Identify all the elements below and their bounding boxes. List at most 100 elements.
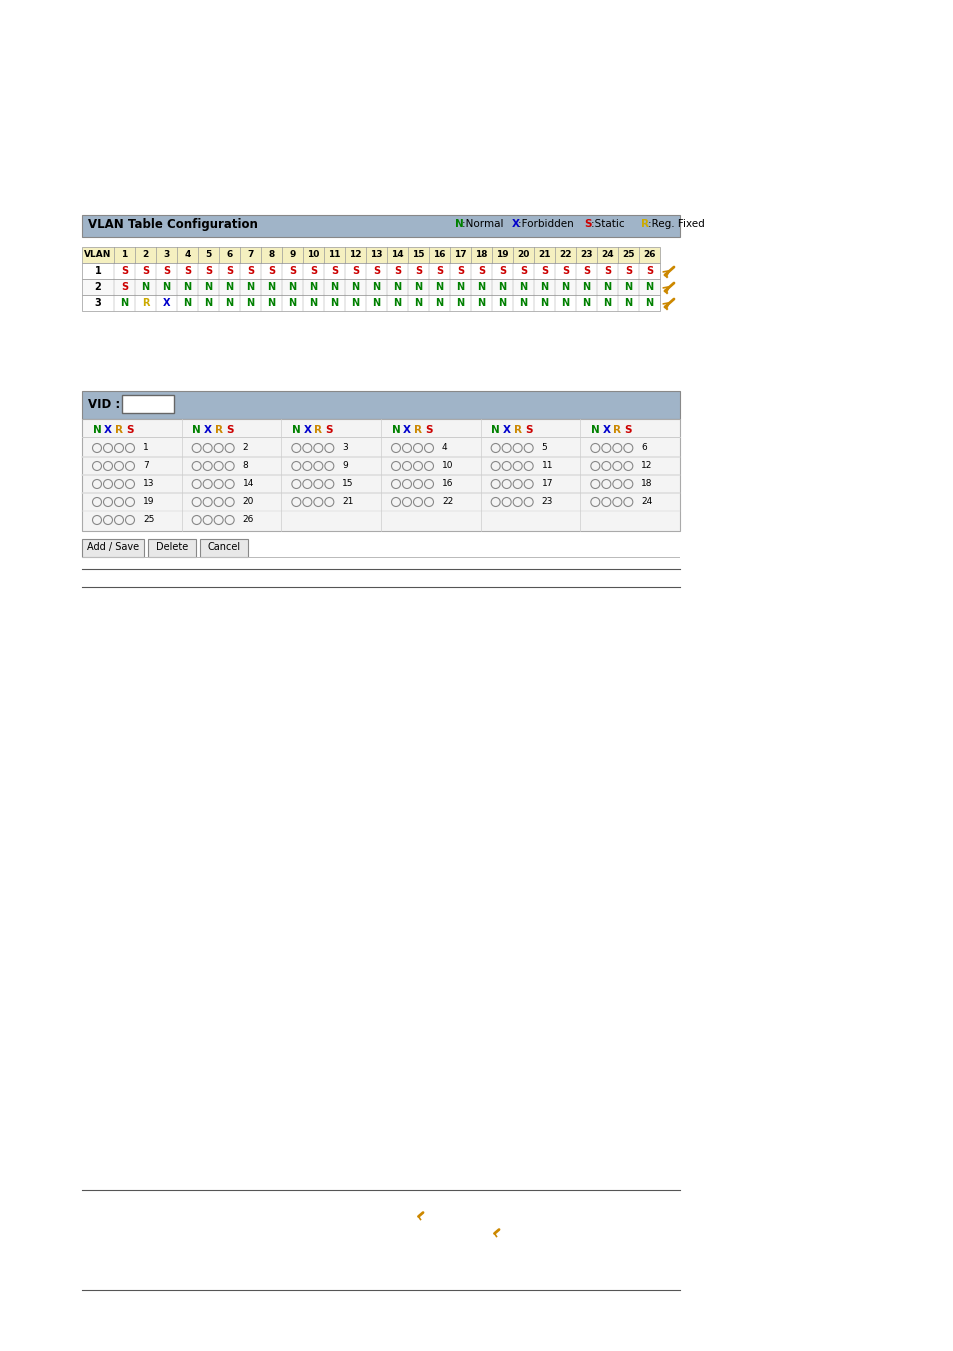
Text: N: N xyxy=(561,299,569,308)
Text: 19: 19 xyxy=(143,497,154,507)
Text: S: S xyxy=(142,266,149,276)
Text: 14: 14 xyxy=(391,250,403,259)
Bar xyxy=(200,539,248,557)
Text: S: S xyxy=(645,266,653,276)
Text: S: S xyxy=(394,266,400,276)
Text: 24: 24 xyxy=(640,497,652,507)
Text: S: S xyxy=(226,426,233,435)
Text: X: X xyxy=(203,426,212,435)
Text: N: N xyxy=(476,282,485,292)
Text: X: X xyxy=(104,426,112,435)
Text: N: N xyxy=(590,426,599,435)
Text: 6: 6 xyxy=(226,250,233,259)
Text: 7: 7 xyxy=(143,462,149,470)
Text: 5: 5 xyxy=(205,250,212,259)
Text: 24: 24 xyxy=(600,250,613,259)
Text: N: N xyxy=(193,426,201,435)
Text: N: N xyxy=(183,299,192,308)
Text: 13: 13 xyxy=(370,250,382,259)
Bar xyxy=(82,539,144,557)
Text: S: S xyxy=(582,266,590,276)
Text: 3: 3 xyxy=(342,443,348,453)
Text: N: N xyxy=(372,299,380,308)
Text: S: S xyxy=(603,266,611,276)
Text: 9: 9 xyxy=(289,250,295,259)
Text: 3: 3 xyxy=(163,250,170,259)
Text: N: N xyxy=(456,299,464,308)
Text: 21: 21 xyxy=(342,497,354,507)
Text: N: N xyxy=(603,282,611,292)
Text: 5: 5 xyxy=(541,443,547,453)
Text: N: N xyxy=(393,299,401,308)
Text: S: S xyxy=(352,266,358,276)
Text: N: N xyxy=(497,282,506,292)
Text: X: X xyxy=(601,426,610,435)
Text: 11: 11 xyxy=(541,462,553,470)
Text: 6: 6 xyxy=(640,443,646,453)
Text: N: N xyxy=(392,426,400,435)
Text: 8: 8 xyxy=(268,250,274,259)
Bar xyxy=(82,263,659,280)
Text: 14: 14 xyxy=(242,480,253,489)
Text: 16: 16 xyxy=(433,250,445,259)
Text: 13: 13 xyxy=(143,480,154,489)
Text: N: N xyxy=(330,299,338,308)
Text: S: S xyxy=(436,266,442,276)
Text: S: S xyxy=(415,266,421,276)
Text: :Static: :Static xyxy=(591,219,631,230)
Text: R: R xyxy=(640,219,648,230)
Text: N: N xyxy=(292,426,300,435)
Text: S: S xyxy=(425,426,433,435)
Bar xyxy=(82,419,679,531)
Text: 1: 1 xyxy=(121,250,128,259)
Text: N: N xyxy=(288,299,296,308)
Text: 15: 15 xyxy=(412,250,424,259)
Text: N: N xyxy=(624,282,632,292)
Bar xyxy=(122,394,173,413)
Text: S: S xyxy=(456,266,463,276)
Text: 16: 16 xyxy=(441,480,453,489)
Text: 19: 19 xyxy=(496,250,508,259)
Text: X: X xyxy=(502,426,510,435)
Text: 23: 23 xyxy=(579,250,592,259)
Text: S: S xyxy=(325,426,333,435)
Text: :Normal: :Normal xyxy=(461,219,510,230)
Text: N: N xyxy=(518,299,527,308)
Text: S: S xyxy=(163,266,170,276)
Text: S: S xyxy=(561,266,569,276)
Text: 2: 2 xyxy=(142,250,149,259)
Text: N: N xyxy=(267,299,275,308)
Bar xyxy=(82,390,679,419)
Text: Cancel: Cancel xyxy=(207,542,240,553)
Text: X: X xyxy=(303,426,311,435)
Text: N: N xyxy=(603,299,611,308)
Text: N: N xyxy=(497,299,506,308)
Text: S: S xyxy=(524,426,532,435)
Text: 17: 17 xyxy=(541,480,553,489)
Text: N: N xyxy=(456,282,464,292)
Text: 17: 17 xyxy=(454,250,466,259)
Text: N: N xyxy=(120,299,129,308)
Text: S: S xyxy=(226,266,233,276)
Text: S: S xyxy=(540,266,547,276)
Text: N: N xyxy=(414,299,422,308)
Bar xyxy=(148,539,195,557)
Text: 10: 10 xyxy=(441,462,453,470)
Text: 20: 20 xyxy=(517,250,529,259)
Text: S: S xyxy=(331,266,337,276)
Text: N: N xyxy=(351,299,359,308)
Text: N: N xyxy=(246,299,254,308)
Text: S: S xyxy=(373,266,379,276)
Text: Delete: Delete xyxy=(155,542,188,553)
Text: :Forbidden: :Forbidden xyxy=(518,219,580,230)
Text: VLAN: VLAN xyxy=(84,250,112,259)
Text: N: N xyxy=(92,426,101,435)
Text: N: N xyxy=(267,282,275,292)
Text: S: S xyxy=(310,266,316,276)
Text: 3: 3 xyxy=(94,299,101,308)
Text: 18: 18 xyxy=(640,480,652,489)
Text: 9: 9 xyxy=(342,462,348,470)
Text: N: N xyxy=(372,282,380,292)
Text: S: S xyxy=(498,266,505,276)
Text: N: N xyxy=(204,299,213,308)
